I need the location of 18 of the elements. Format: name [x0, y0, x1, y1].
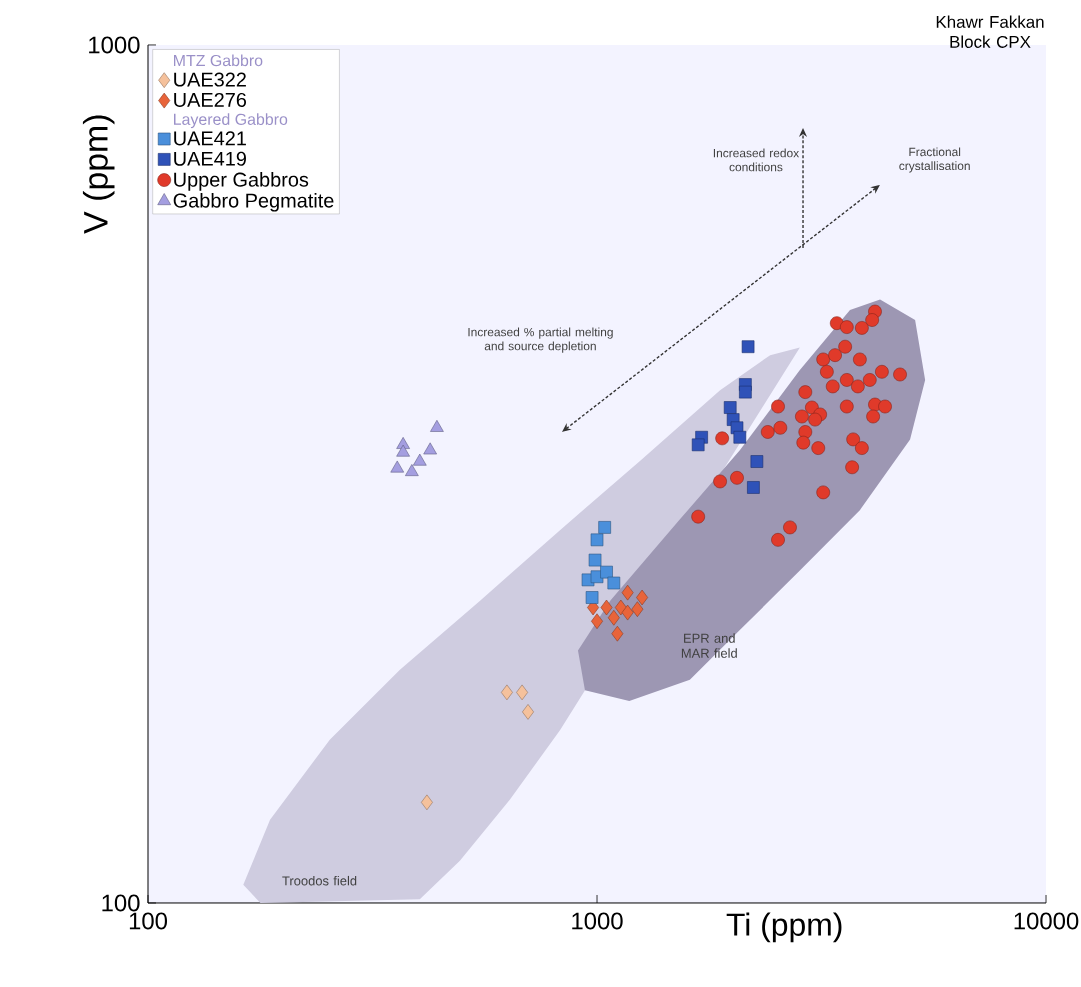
annotation: Fractional crystallisation	[899, 147, 970, 173]
legend-label: Upper Gabbros	[174, 172, 309, 191]
chart-title: Khawr Fakkan Block CPX	[936, 15, 1044, 48]
legend-label: UAE419	[174, 151, 246, 166]
annotation: Increased % partial melting and source depletion	[468, 327, 613, 353]
annotation: Layered Gabbro	[174, 113, 288, 129]
x-axis-title: Ti (ppm)	[726, 912, 842, 943]
annotation: MTZ Gabbro	[174, 54, 263, 67]
x-tick-label: 1000	[572, 912, 623, 930]
legend-label: Gabbro Pegmatite	[173, 193, 334, 212]
x-tick-label: 100	[129, 912, 168, 930]
x-tick-label: 10000	[1014, 912, 1079, 930]
legend-label: UAE322	[174, 72, 246, 87]
annotation: Troodos field	[282, 875, 357, 886]
legend-label: UAE421	[174, 131, 246, 146]
y-axis-title: V (ppm)	[82, 115, 115, 234]
legend-label: UAE276	[174, 92, 247, 107]
annotation: Increased redox conditions	[713, 148, 800, 172]
